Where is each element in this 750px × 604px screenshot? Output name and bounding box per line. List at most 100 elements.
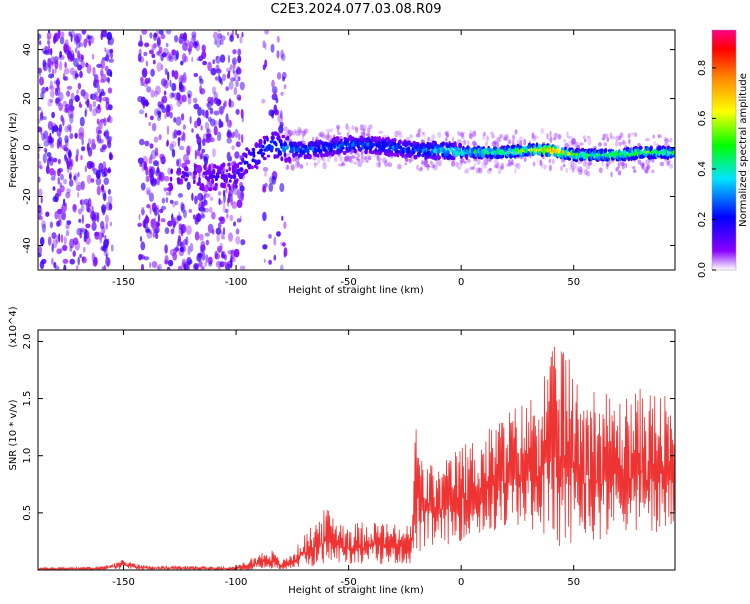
spectrogram-cell bbox=[620, 161, 625, 167]
spectrogram-cell bbox=[232, 64, 236, 70]
spectrogram-cell bbox=[158, 46, 163, 54]
spectrogram-cell bbox=[208, 164, 211, 170]
spectrogram-cell bbox=[355, 126, 358, 131]
spectrogram-cell bbox=[169, 143, 174, 152]
spectrogram-cell bbox=[169, 248, 176, 256]
spectrogram-cell bbox=[516, 154, 520, 158]
spectrogram-cell bbox=[176, 130, 182, 136]
spectrogram-cell bbox=[86, 142, 90, 153]
spectrogram-cell bbox=[214, 250, 218, 260]
spectrogram-cell bbox=[455, 161, 460, 168]
spectrogram-cell bbox=[96, 84, 101, 94]
spectrogram-cell bbox=[191, 192, 194, 201]
spectrogram-cell bbox=[226, 200, 230, 207]
spectrogram-cell bbox=[72, 204, 77, 211]
spectrogram-cell bbox=[95, 126, 100, 135]
colorbar-gradient bbox=[712, 30, 736, 270]
spectrogram-cell bbox=[153, 32, 158, 38]
spectrogram-cell bbox=[75, 185, 82, 192]
spectrogram-cell bbox=[460, 131, 465, 135]
spectrogram-cell bbox=[659, 161, 665, 167]
spectrogram-cell bbox=[44, 149, 48, 155]
spectrogram-cell bbox=[179, 145, 185, 151]
spectrogram-cell bbox=[396, 151, 400, 158]
spectrogram-cell bbox=[264, 30, 269, 35]
spectrogram-cell bbox=[539, 159, 542, 167]
spectrogram-cell bbox=[401, 149, 405, 155]
spectrogram-cell bbox=[236, 33, 240, 39]
spectrogram-cell bbox=[139, 236, 143, 242]
spectrogram-cell bbox=[46, 152, 52, 158]
spectrogram-cell bbox=[236, 218, 242, 223]
spectrogram-cell bbox=[297, 161, 300, 167]
spectrogram-cell bbox=[56, 248, 62, 255]
colorbar-frame bbox=[711, 29, 737, 271]
spectrogram-cell bbox=[66, 157, 73, 167]
spectrogram-cell bbox=[165, 197, 169, 203]
y-tick-label: 2.0 bbox=[22, 333, 33, 349]
spectrogram-cell bbox=[57, 177, 61, 185]
spectrogram-cell bbox=[208, 261, 213, 267]
spectrogram-cell bbox=[230, 198, 234, 206]
spectrogram-cell bbox=[70, 33, 73, 43]
spectrogram-cell bbox=[557, 134, 562, 140]
spectrogram-cell bbox=[260, 152, 266, 156]
spectrogram-cell bbox=[472, 130, 477, 137]
spectrogram-cell bbox=[40, 196, 43, 204]
spectrogram-cell bbox=[339, 155, 343, 162]
spectrogram-cell bbox=[634, 132, 637, 137]
spectrogram-cell bbox=[420, 166, 423, 170]
spectrogram-cell bbox=[38, 67, 42, 78]
spectrogram-cell bbox=[107, 195, 113, 204]
spectrogram-cell bbox=[77, 171, 80, 178]
spectrogram-cell bbox=[168, 53, 174, 60]
spectrogram-cell bbox=[103, 177, 110, 185]
spectrogram-cell bbox=[38, 245, 42, 256]
spectrogram-cell bbox=[40, 109, 44, 119]
spectrogram-cell bbox=[240, 158, 245, 162]
spectrogram-cell bbox=[348, 126, 351, 134]
spectrogram-cell bbox=[53, 55, 59, 65]
spectrogram-cell bbox=[548, 164, 552, 172]
spectrogram-cell bbox=[63, 179, 68, 185]
spectrogram-cell bbox=[77, 50, 81, 60]
spectrogram-cell bbox=[166, 266, 171, 270]
spectrogram-cell bbox=[139, 34, 142, 44]
spectrogram-cell bbox=[224, 208, 229, 214]
spectrogram-cell bbox=[54, 67, 57, 74]
spectrogram-cell bbox=[57, 158, 61, 165]
spectrogram-cell bbox=[209, 137, 215, 143]
spectrogram-cell bbox=[148, 49, 154, 55]
spectrogram-cell bbox=[283, 251, 286, 258]
spectrogram-cell bbox=[365, 132, 370, 137]
spectrogram-cell bbox=[153, 90, 158, 98]
spectrogram-cell bbox=[198, 206, 205, 212]
spectrogram-cell bbox=[241, 134, 244, 144]
spectrogram-cell bbox=[493, 158, 499, 166]
spectrogram-cell bbox=[92, 66, 96, 77]
spectrogram-cell bbox=[295, 130, 300, 137]
spectrogram-cell bbox=[106, 238, 110, 245]
spectrogram-cell bbox=[438, 159, 443, 167]
spectrogram-cell bbox=[49, 85, 55, 91]
spectrogram-cell bbox=[158, 30, 164, 35]
spectrogram-cell bbox=[107, 166, 111, 174]
spectrogram-cell bbox=[215, 76, 218, 81]
spectrogram-cell bbox=[329, 128, 334, 133]
spectrogram-cell bbox=[196, 182, 201, 186]
spectrogram-cell bbox=[151, 44, 156, 51]
spectrogram-cell bbox=[63, 236, 67, 246]
spectrogram-cell bbox=[73, 175, 77, 181]
spectrogram-cell bbox=[562, 163, 566, 168]
spectrogram-x-ticks: -150 -100 -50 0 50 bbox=[112, 30, 580, 288]
spectrogram-cell bbox=[364, 156, 369, 162]
spectrogram-cell bbox=[518, 136, 524, 143]
spectrogram-cell bbox=[38, 209, 43, 217]
spectrogram-cell bbox=[218, 99, 222, 105]
spectrogram-cell bbox=[394, 130, 399, 138]
spectrogram-cell bbox=[433, 164, 438, 171]
spectrogram-cell bbox=[356, 158, 361, 162]
spectrogram-cell bbox=[167, 220, 173, 227]
spectrogram-cell bbox=[76, 89, 79, 95]
spectrogram-cell bbox=[178, 36, 184, 44]
